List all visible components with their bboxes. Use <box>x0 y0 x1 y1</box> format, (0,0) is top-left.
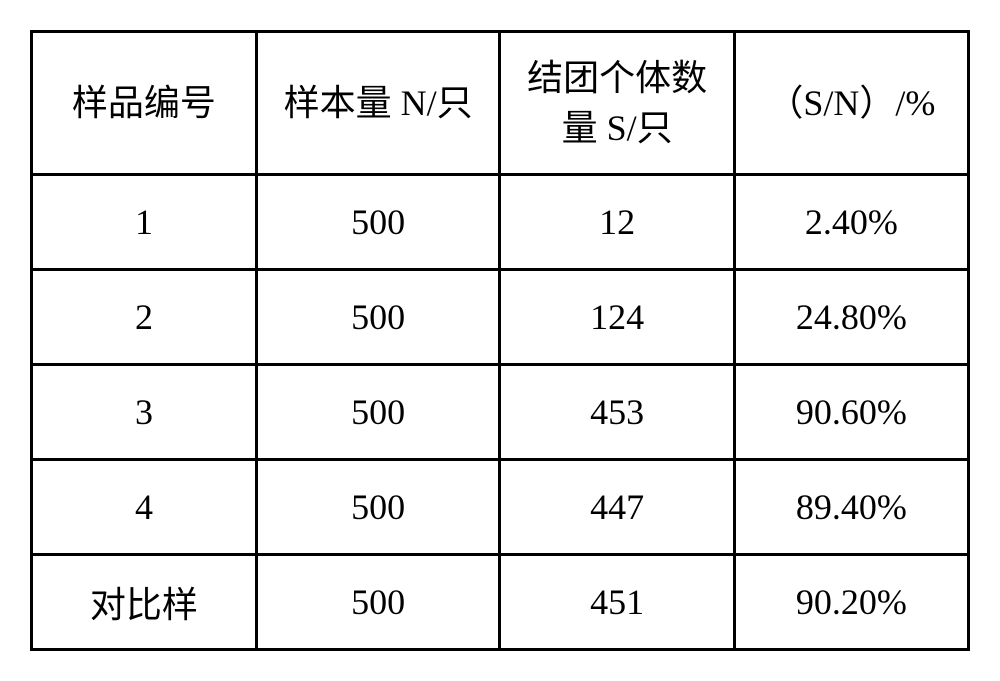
table-cell: 90.20% <box>734 555 968 650</box>
table-cell: 447 <box>500 460 734 555</box>
table-cell: 12 <box>500 175 734 270</box>
table-row: 4 500 447 89.40% <box>32 460 969 555</box>
table-row: 1 500 12 2.40% <box>32 175 969 270</box>
table-row: 2 500 124 24.80% <box>32 270 969 365</box>
table-cell: 3 <box>32 365 257 460</box>
table-cell: 453 <box>500 365 734 460</box>
table-cell: 89.40% <box>734 460 968 555</box>
table-cell: 2.40% <box>734 175 968 270</box>
table-cell: 1 <box>32 175 257 270</box>
table-cell: 24.80% <box>734 270 968 365</box>
table-header-cell: 样本量 N/只 <box>256 32 500 175</box>
table-header-cell: 结团个体数 量 S/只 <box>500 32 734 175</box>
header-line: 量 S/只 <box>562 103 673 153</box>
table-row: 3 500 453 90.60% <box>32 365 969 460</box>
table-row: 对比样 500 451 90.20% <box>32 555 969 650</box>
table-header-cell: 样品编号 <box>32 32 257 175</box>
data-table-container: 样品编号 样本量 N/只 结团个体数 量 S/只 （S/N）/% 1 500 1… <box>30 30 970 651</box>
table-cell: 500 <box>256 175 500 270</box>
table-cell: 2 <box>32 270 257 365</box>
table-header-label: 结团个体数 量 S/只 <box>501 33 732 173</box>
table-cell: 90.60% <box>734 365 968 460</box>
data-table: 样品编号 样本量 N/只 结团个体数 量 S/只 （S/N）/% 1 500 1… <box>30 30 970 651</box>
header-line: 结团个体数 <box>527 53 707 103</box>
table-cell: 451 <box>500 555 734 650</box>
table-header-cell: （S/N）/% <box>734 32 968 175</box>
table-header-row: 样品编号 样本量 N/只 结团个体数 量 S/只 （S/N）/% <box>32 32 969 175</box>
table-cell: 500 <box>256 555 500 650</box>
table-cell: 124 <box>500 270 734 365</box>
table-cell: 500 <box>256 270 500 365</box>
table-cell: 4 <box>32 460 257 555</box>
table-cell: 对比样 <box>32 555 257 650</box>
table-cell: 500 <box>256 460 500 555</box>
table-cell: 500 <box>256 365 500 460</box>
